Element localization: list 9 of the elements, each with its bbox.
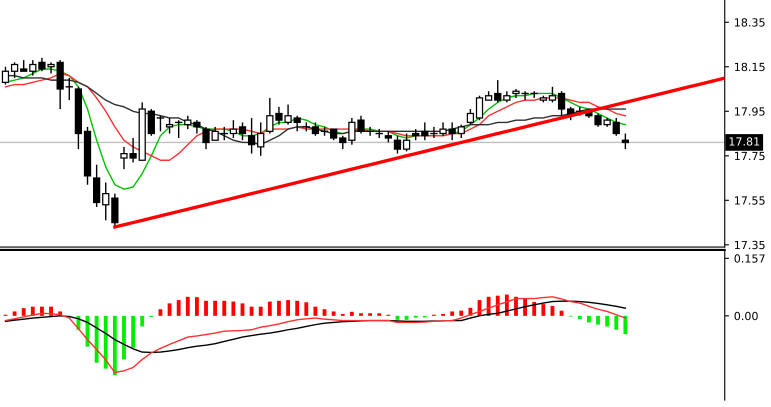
y-tick-label: 17.35 <box>734 240 765 250</box>
ref-line-label: 17.81 <box>730 137 760 146</box>
y-tick-label: 18.15 <box>734 62 765 72</box>
y-tick-label: 17.75 <box>734 152 765 160</box>
y-tick-label: 17.55 <box>734 196 765 205</box>
y-tick-label: 0.00 <box>734 312 758 320</box>
y-tick-label: 17.95 <box>734 107 765 116</box>
y-tick-label: 18.35 <box>734 18 765 27</box>
y-tick-label: 0.157 <box>734 254 765 263</box>
